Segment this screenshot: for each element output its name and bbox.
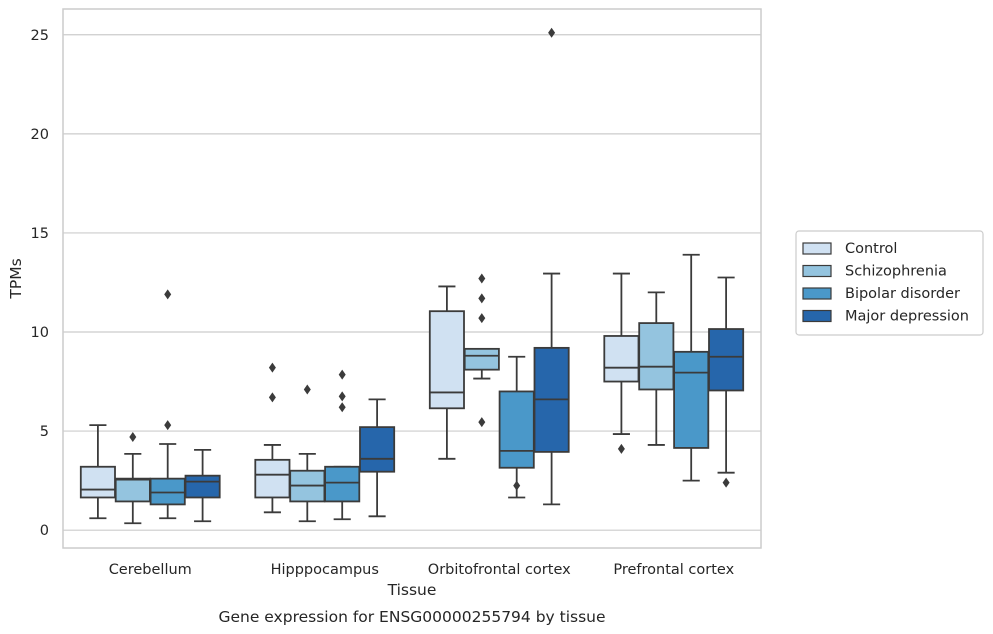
y-tick-label: 0 (40, 523, 49, 539)
outlier-point (548, 27, 556, 38)
outlier-point (303, 384, 311, 395)
y-tick-label: 10 (31, 325, 49, 341)
box-3-3 (708, 276, 745, 488)
box-1-3 (359, 398, 396, 518)
legend-entry-label: Schizophrenia (845, 264, 947, 280)
outlier-point (164, 420, 172, 431)
y-axis-ticks: 0 5 10 15 20 25 (31, 28, 49, 539)
legend-swatch (802, 309, 832, 323)
box-iqr (673, 350, 710, 449)
outlier-point (617, 443, 625, 454)
box-iqr (184, 474, 221, 499)
outlier-point (268, 362, 276, 373)
legend: Control Schizophrenia Bipolar disorder Majo… (795, 230, 984, 336)
box-2-0 (428, 285, 465, 460)
box-iqr (463, 347, 500, 371)
outlier-point (338, 369, 346, 380)
box-2-3 (533, 27, 570, 506)
legend-entry-label: Major depression (845, 309, 969, 325)
y-tick-label: 25 (31, 28, 49, 44)
outlier-point (513, 480, 521, 491)
y-tick-label: 20 (31, 127, 49, 143)
outlier-point (478, 313, 486, 324)
box-iqr (428, 310, 465, 410)
legend-frame (795, 230, 984, 336)
plot-frame (62, 8, 762, 549)
outlier-point (338, 391, 346, 402)
box-iqr (638, 322, 675, 391)
y-axis-label: TPMs (7, 258, 25, 299)
x-tick-label: Hipppocampus (271, 562, 379, 578)
box-2-2 (498, 355, 535, 499)
box-groups (79, 27, 745, 525)
x-axis-label: Tissue (387, 581, 437, 599)
legend-swatch (802, 264, 832, 278)
box-iqr (603, 335, 640, 383)
box-iqr (254, 458, 291, 499)
legend-swatch (802, 287, 832, 300)
box-iqr (149, 477, 186, 506)
box-iqr (708, 328, 745, 392)
chart-caption: Gene expression for ENSG00000255794 by t… (218, 608, 605, 626)
outlier-point (268, 392, 276, 403)
outlier-point (164, 289, 172, 300)
box-3-0 (603, 272, 640, 454)
legend-swatch (802, 242, 832, 255)
box-0-3 (184, 449, 221, 523)
outlier-point (478, 293, 486, 304)
x-tick-label: Prefrontal cortex (613, 562, 734, 578)
box-1-2 (324, 369, 361, 521)
legend-entry-label: Bipolar disorder (845, 286, 960, 302)
box-0-2 (149, 289, 186, 520)
x-tick-label: Orbitofrontal cortex (428, 562, 571, 578)
x-tick-label: Cerebellum (109, 562, 192, 578)
box-2-1 (463, 273, 500, 428)
outlier-point (478, 273, 486, 284)
x-axis-ticks: Cerebellum Hipppocampus Orbitofrontal cort… (109, 562, 735, 578)
y-tick-label: 15 (31, 226, 49, 242)
box-iqr (498, 390, 535, 469)
box-iqr (79, 465, 116, 499)
box-3-2 (673, 253, 710, 482)
gridlines (63, 34, 761, 531)
box-iqr (359, 426, 396, 473)
outlier-point (722, 477, 730, 488)
outlier-point (338, 402, 346, 413)
legend-entry-label: Control (845, 241, 897, 257)
outlier-point (478, 417, 486, 428)
y-tick-label: 5 (40, 424, 49, 440)
box-iqr (324, 465, 361, 503)
box-iqr (114, 477, 151, 503)
outlier-point (129, 432, 137, 443)
